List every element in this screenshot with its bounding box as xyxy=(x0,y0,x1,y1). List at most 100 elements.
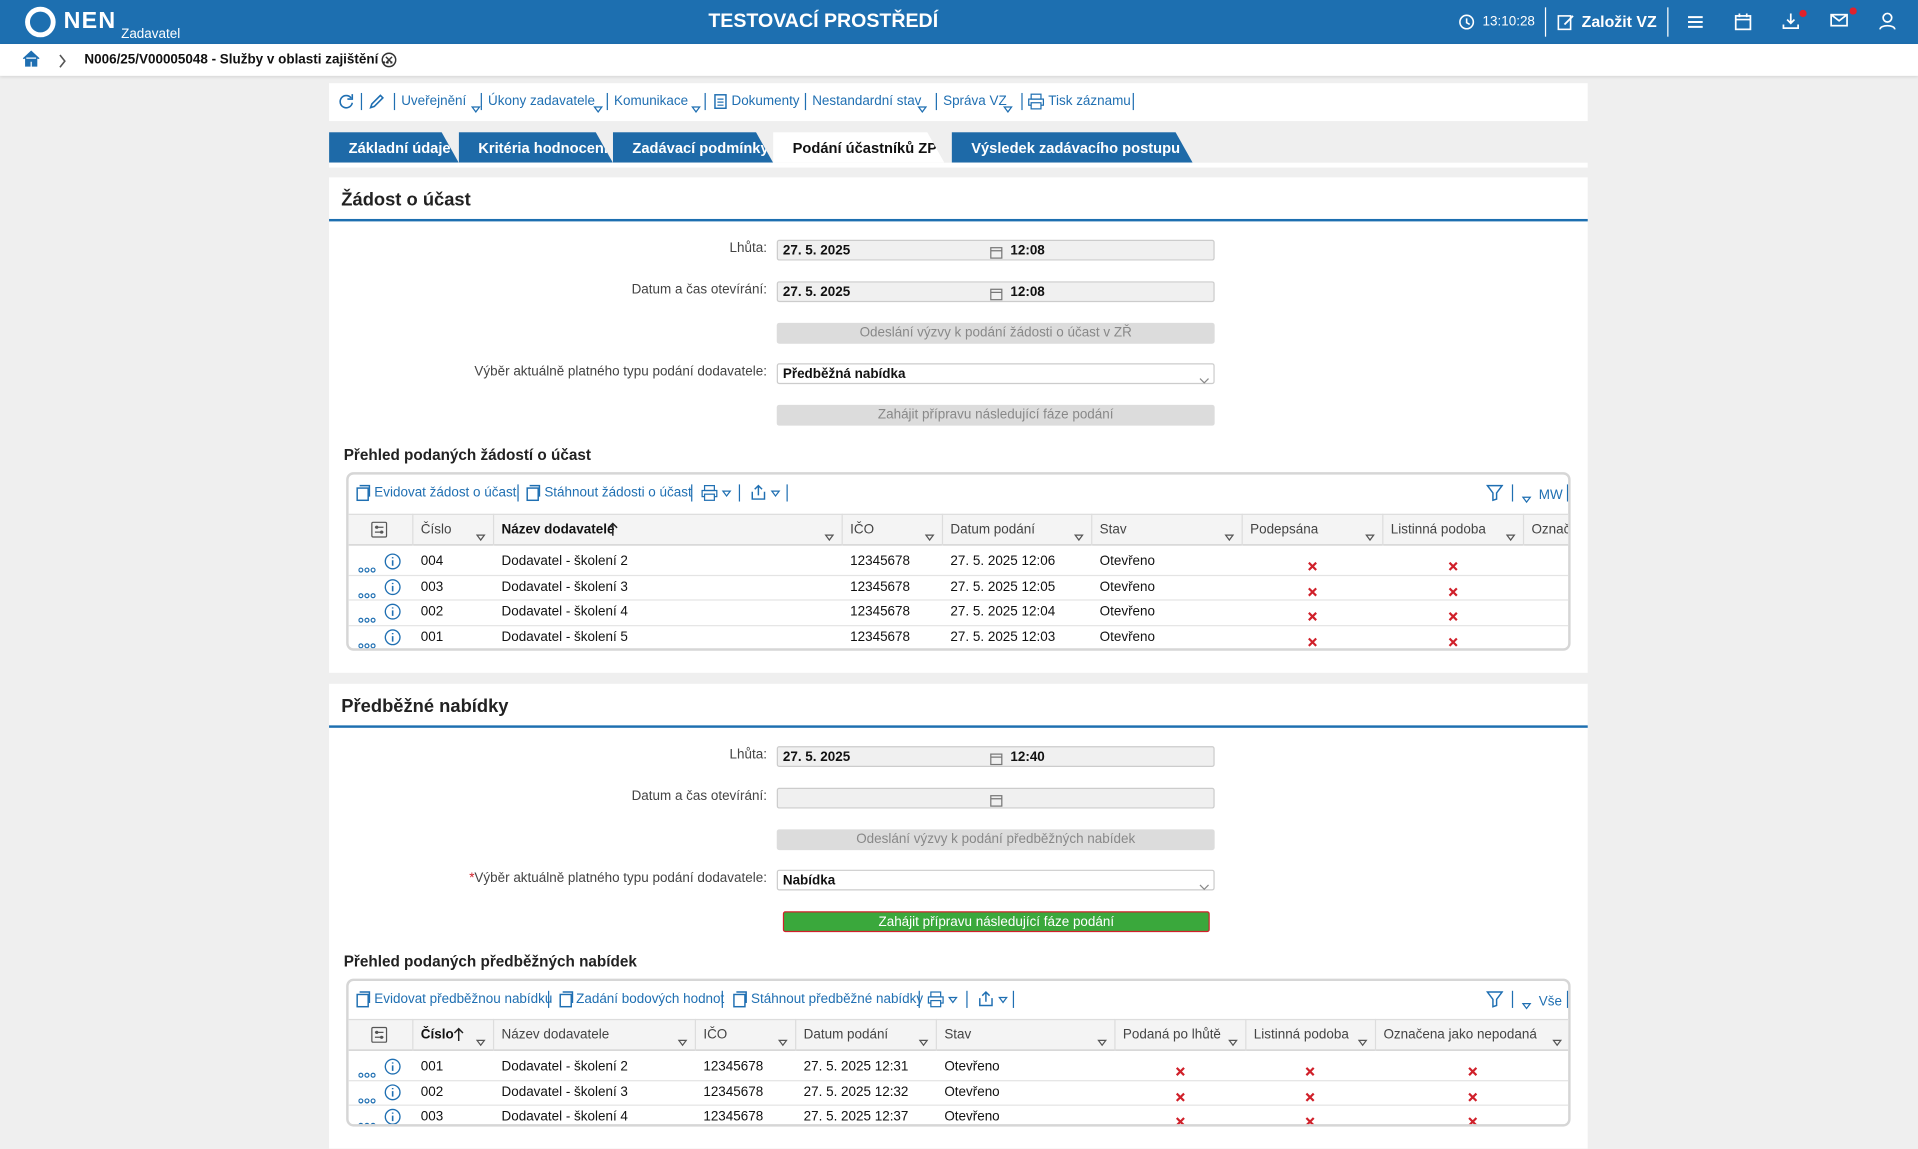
user-icon[interactable] xyxy=(1879,12,1896,30)
dropdown-arrow[interactable] xyxy=(1521,994,1532,1010)
column-filter[interactable] xyxy=(1228,1031,1238,1047)
next-phase-button[interactable]: Zahájit přípravu následující fáze podání xyxy=(782,911,1210,933)
edit-icon[interactable] xyxy=(368,93,385,110)
column-settings-icon[interactable] xyxy=(371,1026,388,1043)
table-cell: Otevřeno xyxy=(1099,554,1156,569)
column-header[interactable]: Stav xyxy=(1099,522,1127,537)
date-input[interactable]: 27. 5. 2025 12:08 xyxy=(776,239,1215,261)
separator xyxy=(1566,484,1569,502)
column-header[interactable]: Datum podání xyxy=(803,1027,889,1043)
separator xyxy=(492,1018,495,1051)
column-filter[interactable] xyxy=(677,1031,688,1047)
column-settings-icon[interactable] xyxy=(371,521,388,538)
separator xyxy=(804,92,807,111)
row-info-icon[interactable] xyxy=(384,1083,401,1100)
tab[interactable]: Výsledek zadávacího postupu xyxy=(952,132,1193,163)
toolbar-item[interactable]: Nestandardní stav xyxy=(812,94,922,109)
column-header[interactable]: Označena jako nepodaná xyxy=(1383,1027,1537,1043)
column-header[interactable]: Listinná podoba xyxy=(1253,1027,1349,1043)
column-header[interactable]: IČO xyxy=(703,1027,728,1043)
row-info-icon[interactable] xyxy=(384,553,401,570)
row-menu-icon[interactable] xyxy=(358,583,376,598)
menu-icon[interactable] xyxy=(1687,13,1704,30)
column-filter[interactable] xyxy=(475,526,486,542)
toolbar-item[interactable]: Dokumenty xyxy=(731,94,800,109)
filter-icon[interactable] xyxy=(1485,484,1504,502)
column-filter[interactable] xyxy=(1357,1031,1368,1047)
toolbar-item[interactable]: Správa VZ xyxy=(943,94,1007,109)
column-header[interactable]: IČO xyxy=(850,522,875,537)
home-icon[interactable] xyxy=(22,50,40,67)
close-icon[interactable] xyxy=(380,51,397,68)
column-header[interactable]: Datum podání xyxy=(950,522,1035,537)
table-action[interactable]: Evidovat předběžnou nabídku xyxy=(374,992,553,1007)
column-filter[interactable] xyxy=(924,526,935,542)
refresh-icon[interactable] xyxy=(338,93,355,110)
date-input[interactable]: 27. 5. 2025 12:08 xyxy=(776,281,1215,303)
row-info-icon[interactable] xyxy=(384,628,401,645)
row-menu-icon[interactable] xyxy=(358,1088,376,1103)
column-filter[interactable] xyxy=(475,1031,486,1047)
tab[interactable]: Zadávací podmínky xyxy=(613,132,773,163)
create-button[interactable]: Založit VZ xyxy=(1581,12,1657,31)
export-icon[interactable] xyxy=(750,483,782,501)
column-header[interactable]: Označ xyxy=(1531,522,1569,537)
export-icon[interactable] xyxy=(977,990,1009,1008)
view-selector[interactable]: Vše xyxy=(1538,994,1563,1010)
column-header[interactable]: Název dodavatele xyxy=(501,522,615,537)
toolbar-item[interactable]: Uveřejnění xyxy=(401,94,467,109)
column-header[interactable]: Číslo xyxy=(420,1027,454,1043)
column-filter[interactable] xyxy=(824,526,835,542)
select-input[interactable]: Předběžná nabídka xyxy=(776,363,1215,385)
mail-icon[interactable] xyxy=(1830,7,1857,29)
column-filter[interactable] xyxy=(1224,526,1235,542)
table-action[interactable]: Stáhnout předběžné nabídky xyxy=(751,992,924,1007)
tab-active[interactable]: Podání účastníků ZP xyxy=(773,132,944,163)
row-menu-icon[interactable] xyxy=(358,1113,376,1125)
column-filter[interactable] xyxy=(1505,526,1516,542)
breadcrumb-text[interactable]: N006/25/V00005048 - Služby v oblasti zaj… xyxy=(84,52,394,68)
column-filter[interactable] xyxy=(918,1031,929,1047)
table-action[interactable]: Zadání bodových hodnot xyxy=(576,992,725,1007)
filter-icon[interactable] xyxy=(1485,991,1504,1008)
column-filter[interactable] xyxy=(1073,526,1084,542)
send-button[interactable]: Odeslání výzvy k podání předběžných nabí… xyxy=(776,829,1215,851)
column-header[interactable]: Číslo xyxy=(420,522,452,537)
column-filter[interactable] xyxy=(1365,526,1375,542)
row-info-icon[interactable] xyxy=(384,603,401,620)
row-menu-icon[interactable] xyxy=(358,558,376,573)
tab[interactable]: Základní údaje xyxy=(329,132,459,163)
row-info-icon[interactable] xyxy=(384,1058,401,1075)
date-input[interactable] xyxy=(776,787,1215,809)
next-phase-button[interactable]: Zahájit přípravu následující fáze podání xyxy=(776,404,1215,426)
calendar-icon[interactable] xyxy=(1734,13,1752,31)
cross-icon xyxy=(1175,1111,1185,1125)
tab[interactable]: Kritéria hodnocení xyxy=(459,132,613,163)
print-icon[interactable] xyxy=(701,484,733,501)
table-action[interactable]: Stáhnout žádosti o účast xyxy=(544,485,692,501)
column-filter[interactable] xyxy=(1552,1031,1563,1047)
row-info-icon[interactable] xyxy=(384,1108,401,1125)
row-menu-icon[interactable] xyxy=(358,608,376,623)
date-input[interactable]: 27. 5. 2025 12:40 xyxy=(776,746,1215,767)
column-header[interactable]: Stav xyxy=(944,1027,972,1043)
column-header[interactable]: Název dodavatele xyxy=(501,1027,610,1043)
column-header[interactable]: Podepsána xyxy=(1250,522,1319,537)
row-info-icon[interactable] xyxy=(384,578,401,595)
dropdown-arrow[interactable] xyxy=(1521,488,1532,504)
column-header[interactable]: Listinná podoba xyxy=(1390,522,1486,537)
view-selector[interactable]: MW xyxy=(1538,488,1563,503)
column-filter[interactable] xyxy=(1097,1031,1108,1047)
table-action[interactable]: Evidovat žádost o účast xyxy=(374,485,517,501)
toolbar-item[interactable]: Tisk záznamu xyxy=(1048,94,1131,109)
row-menu-icon[interactable] xyxy=(358,1063,376,1078)
download-icon[interactable] xyxy=(1782,9,1807,32)
toolbar-item[interactable]: Komunikace xyxy=(614,94,689,109)
row-menu-icon[interactable] xyxy=(358,633,376,648)
column-filter[interactable] xyxy=(777,1031,788,1047)
print-icon[interactable] xyxy=(927,991,959,1008)
column-header[interactable]: Podaná po lhůtě xyxy=(1122,1027,1221,1043)
toolbar-item[interactable]: Úkony zadavatele xyxy=(488,94,596,109)
select-input[interactable]: Nabídka xyxy=(776,869,1215,891)
send-button[interactable]: Odeslání výzvy k podání žádosti o účast … xyxy=(776,322,1215,344)
